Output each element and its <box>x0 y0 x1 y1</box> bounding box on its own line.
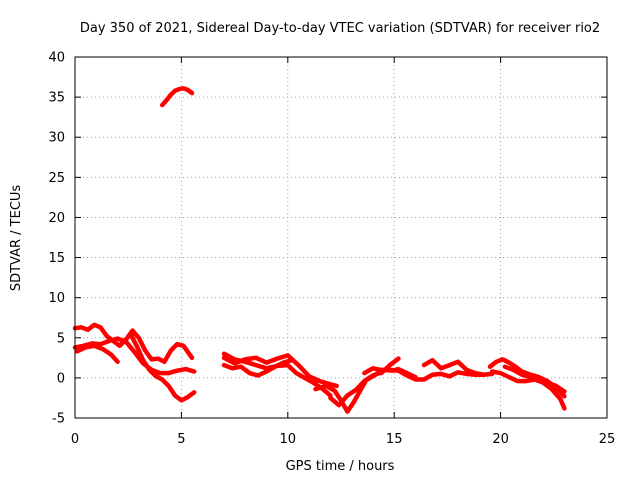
y-tick-label: 10 <box>48 291 65 306</box>
x-tick-label: 5 <box>177 432 185 447</box>
series-line-arc-b <box>72 322 195 365</box>
y-tick-label: 25 <box>48 171 65 186</box>
series-line-arc-j <box>328 368 384 408</box>
series-layer <box>72 86 567 414</box>
x-tick-label: 10 <box>280 432 297 447</box>
series-line-arc-d <box>74 343 120 365</box>
grid <box>75 57 607 418</box>
y-tick-label: 35 <box>48 91 65 106</box>
y-tick-label: 15 <box>48 251 65 266</box>
series-line-arc-e <box>128 331 197 403</box>
y-tick-label: 40 <box>48 51 65 66</box>
tick-labels: 0 5 10 15 20 25 -5 0 5 10 15 20 25 30 35 40 <box>48 51 615 448</box>
x-tick-label: 0 <box>71 432 79 447</box>
plot-frame <box>74 56 608 419</box>
series-line-arc-m <box>421 357 495 377</box>
x-tick-label: 20 <box>492 432 509 447</box>
chart-title: Day 350 of 2021, Sidereal Day-to-day VTE… <box>80 21 600 36</box>
y-axis-label: SDTVAR / TECUs <box>9 185 24 292</box>
series-line-arc-a <box>159 86 195 108</box>
x-tick-label: 25 <box>599 432 616 447</box>
x-axis-label: GPS time / hours <box>286 459 395 474</box>
y-tick-label: -5 <box>52 412 65 427</box>
series-line-arc-h <box>221 351 333 398</box>
series-line-arc-l <box>379 356 401 376</box>
series-line-arc-p <box>502 364 567 394</box>
series-line-arc-i <box>313 366 418 414</box>
series-line-arc-o <box>489 369 567 411</box>
x-tick-label: 15 <box>386 432 403 447</box>
tick-marks <box>74 56 608 419</box>
y-tick-label: 5 <box>57 331 65 346</box>
y-tick-label: 20 <box>48 211 65 226</box>
y-tick-label: 0 <box>57 371 65 386</box>
y-tick-label: 30 <box>48 131 65 146</box>
